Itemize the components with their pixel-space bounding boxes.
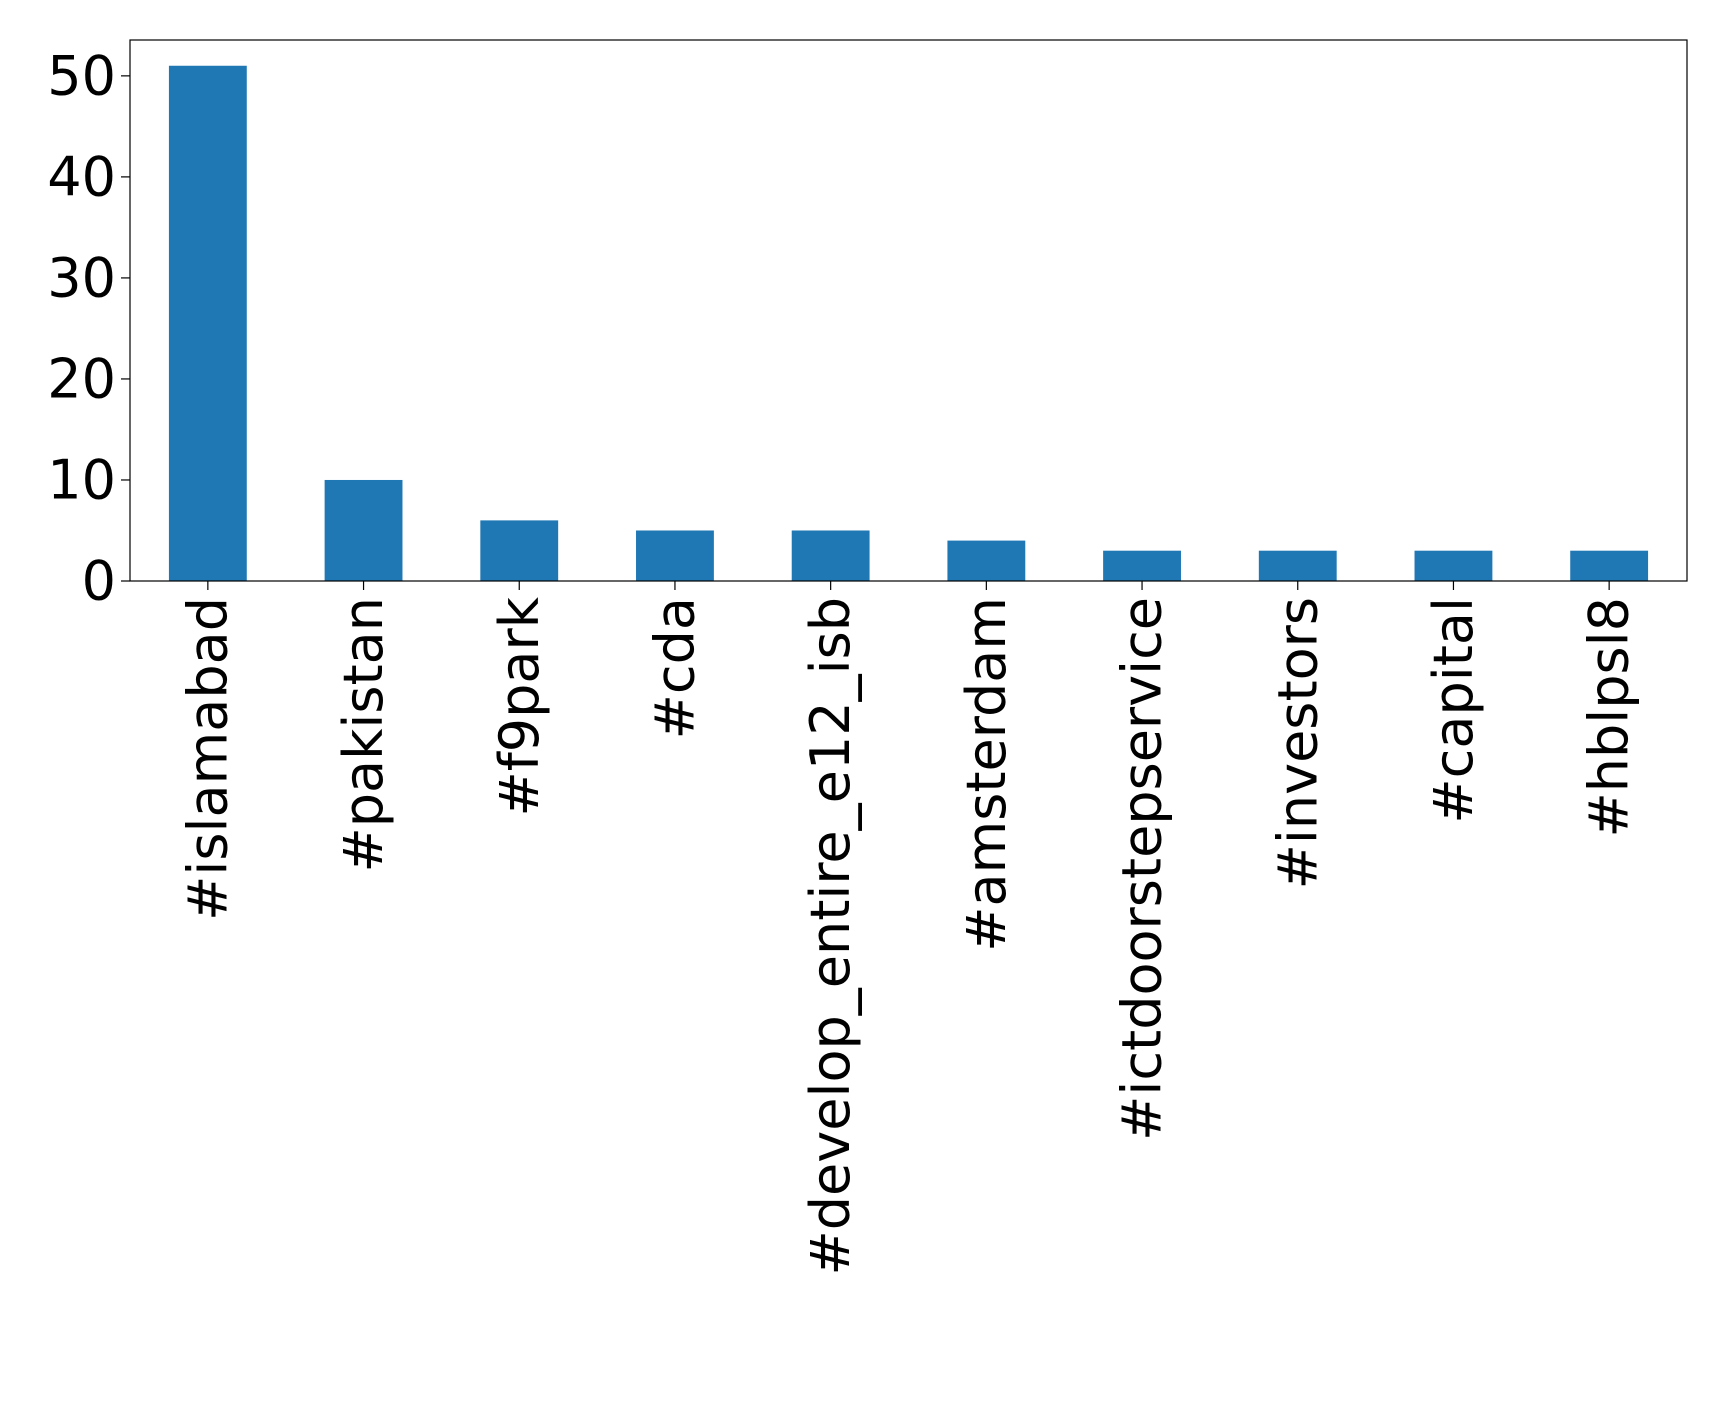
plot-frame [129,39,1688,582]
bar [480,520,559,581]
x-tick-label: #ictdoorstepservice [1111,597,1174,1141]
bar [168,65,247,581]
y-tick-label: 0 [82,550,116,613]
x-tick-label: #capital [1422,597,1485,824]
x-tick-label: #cda [643,597,706,739]
bar [947,540,1026,581]
bar [1570,550,1649,581]
y-tick-label: 10 [47,448,116,511]
bar [1103,550,1181,581]
bar [1414,550,1493,581]
x-tick-label: #investors [1266,597,1329,889]
y-tick-label: 40 [47,145,116,208]
y-tick-label: 30 [47,246,116,309]
bar [791,530,870,581]
x-tick-label: #f9park [488,596,551,816]
bar [324,479,403,581]
bar [636,530,714,581]
bar [1258,550,1337,581]
x-tick-label: #amsterdam [955,597,1018,952]
x-tick-label: #islamabad [176,597,239,921]
x-tick-label: #develop_entire_e12_isb [799,597,862,1275]
x-tick-label: #pakistan [332,597,395,873]
y-tick-label: 20 [47,347,116,410]
x-tick-label: #hblpsl8 [1578,597,1641,838]
y-tick-label: 50 [47,44,116,107]
